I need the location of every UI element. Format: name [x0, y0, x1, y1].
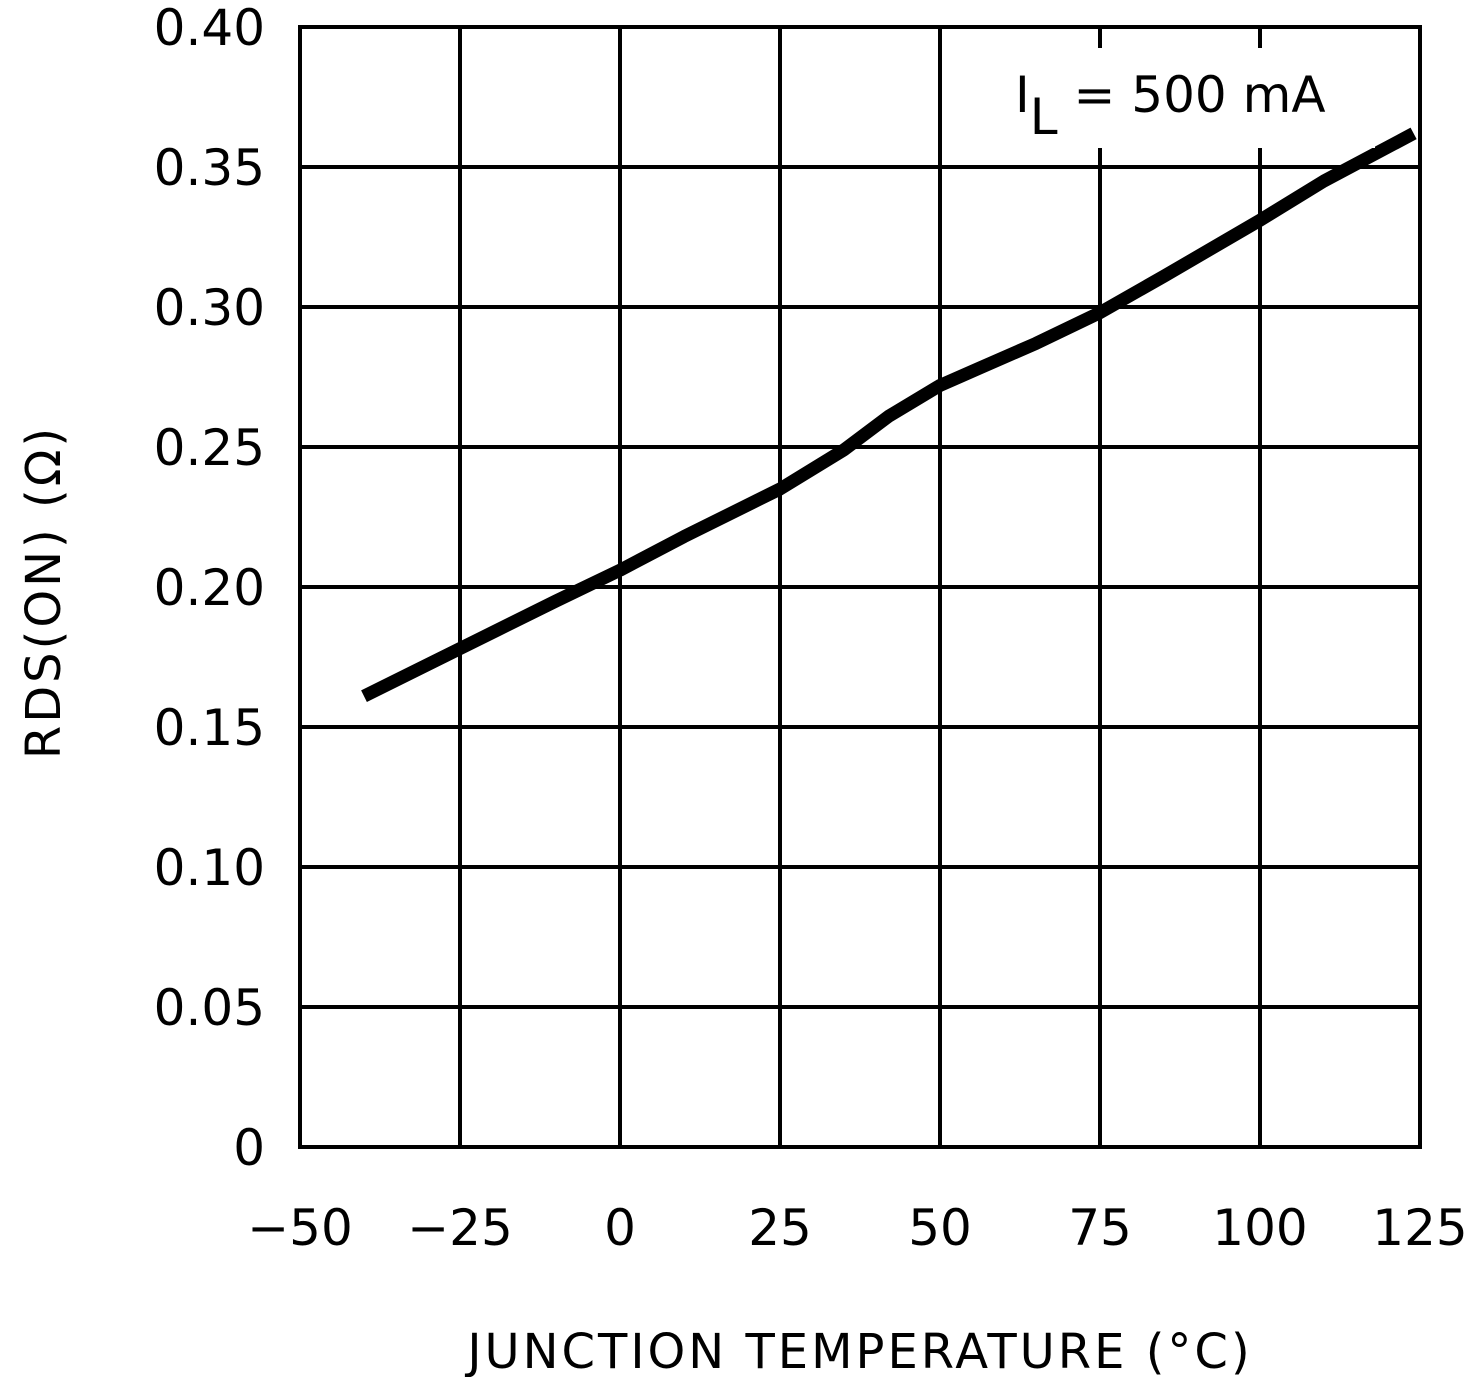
x-tick-label: −50 — [247, 1199, 353, 1257]
x-tick-label: −25 — [407, 1199, 513, 1257]
x-tick-label: 125 — [1372, 1199, 1467, 1257]
y-tick-label: 0.15 — [154, 699, 265, 757]
annotation-rest: = 500 mA — [1058, 66, 1326, 124]
y-tick-label: 0.25 — [154, 419, 265, 477]
y-tick-label: 0.40 — [154, 0, 265, 57]
x-tick-label: 50 — [908, 1199, 972, 1257]
y-tick-label: 0 — [233, 1119, 265, 1177]
annotation-main: I — [1015, 66, 1030, 124]
annotation-subscript: L — [1030, 88, 1058, 146]
y-tick-label: 0.10 — [154, 839, 265, 897]
y-tick-label: 0.20 — [154, 559, 265, 617]
x-tick-label: 100 — [1212, 1199, 1307, 1257]
plot-border — [298, 25, 1422, 1149]
data-series-line — [361, 127, 1417, 703]
x-tick-label: 0 — [604, 1199, 636, 1257]
y-tick-labels: 0 0.05 0.10 0.15 0.20 0.25 0.30 0.35 0.40 — [154, 0, 265, 1177]
y-tick-label: 0.30 — [154, 279, 265, 337]
y-tick-label: 0.05 — [154, 979, 265, 1037]
annotation-background — [995, 48, 1375, 148]
x-tick-labels: −50 −25 0 25 50 75 100 125 — [247, 1199, 1467, 1257]
grid-layer — [298, 25, 1422, 1149]
plot-frame — [298, 25, 1422, 1149]
x-tick-label: 75 — [1068, 1199, 1132, 1257]
y-axis-title: RDS(ON) (Ω) — [16, 425, 72, 759]
x-axis-title: JUNCTION TEMPERATURE (°C) — [464, 1324, 1252, 1377]
series-layer — [361, 127, 1417, 703]
x-tick-label: 25 — [748, 1199, 812, 1257]
y-tick-label: 0.35 — [154, 139, 265, 197]
annotation-group: IL = 500 mA — [995, 48, 1375, 148]
current-annotation: IL = 500 mA — [1015, 66, 1326, 146]
